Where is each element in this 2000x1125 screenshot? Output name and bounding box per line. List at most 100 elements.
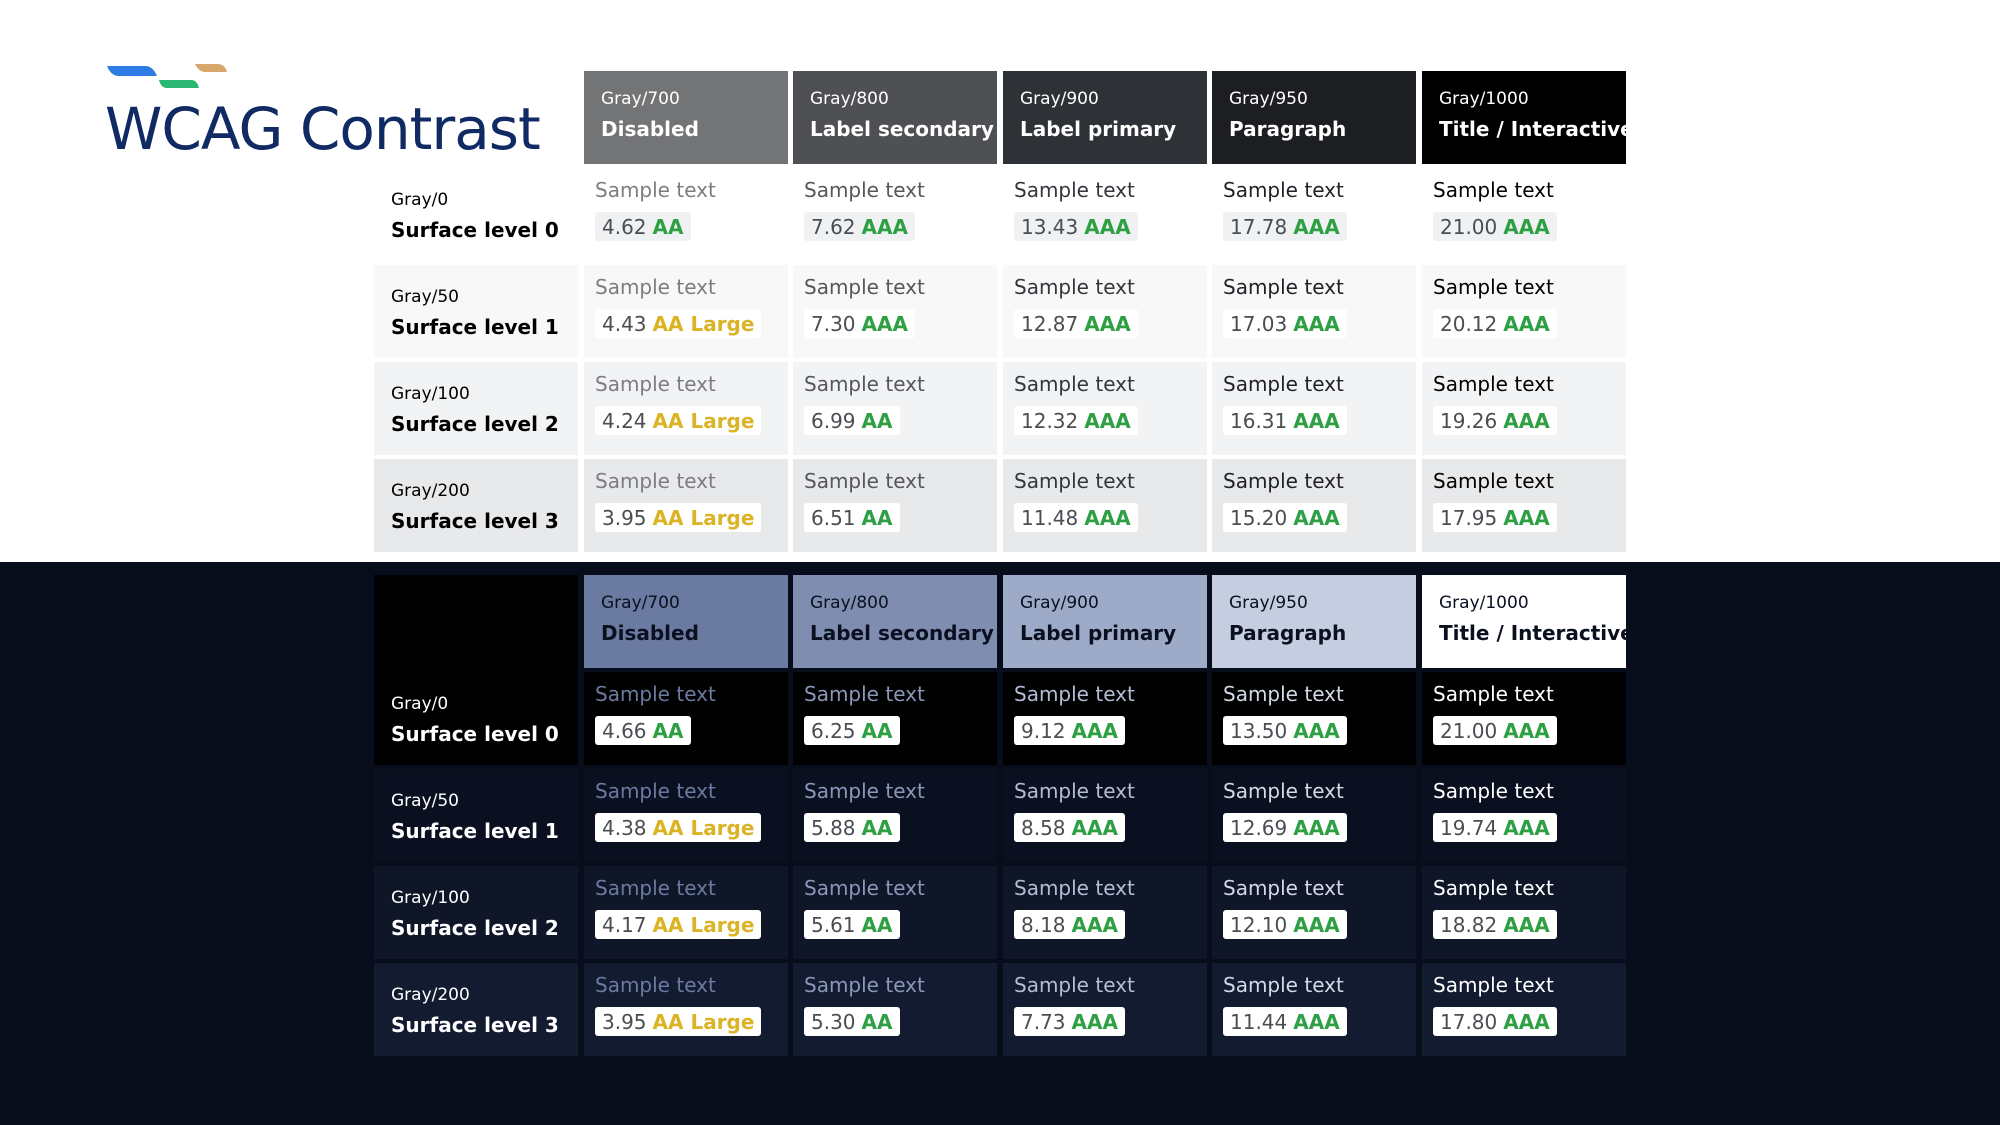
wcag-rating: AAA <box>1293 215 1340 239</box>
contrast-badge: 4.38 AA Large <box>595 813 762 842</box>
sample-text: Sample text <box>595 178 716 202</box>
sample-text: Sample text <box>804 876 925 900</box>
contrast-cell: Sample text 3.95 AA Large <box>584 459 788 552</box>
dark-header-corner <box>374 575 578 672</box>
contrast-cell: Sample text 6.99 AA <box>793 362 997 455</box>
contrast-cell: Sample text 17.80 AAA <box>1422 963 1626 1056</box>
contrast-badge: 4.17 AA Large <box>595 910 762 939</box>
contrast-badge: 4.43 AA Large <box>595 309 762 338</box>
sample-text: Sample text <box>1014 779 1135 803</box>
wcag-rating: AA <box>652 215 684 239</box>
contrast-badge: 18.82 AAA <box>1433 910 1557 939</box>
sample-text: Sample text <box>1223 178 1344 202</box>
sample-text: Sample text <box>1223 779 1344 803</box>
contrast-ratio: 7.30 <box>811 312 856 336</box>
contrast-badge: 19.74 AAA <box>1433 813 1557 842</box>
wcag-rating: AAA <box>1293 409 1340 433</box>
wcag-rating: AA <box>652 719 684 743</box>
contrast-badge: 21.00 AAA <box>1433 212 1557 241</box>
contrast-ratio: 16.31 <box>1230 409 1288 433</box>
contrast-ratio: 11.44 <box>1230 1010 1288 1034</box>
wcag-rating: AAA <box>1503 409 1550 433</box>
row-color-code: Gray/0 <box>391 190 449 210</box>
column-color-code: Gray/900 <box>1020 89 1099 109</box>
wcag-rating: AAA <box>861 312 908 336</box>
wcag-rating: AAA <box>1071 1010 1118 1034</box>
column-role-label: Title / Interactive <box>1439 621 1634 645</box>
column-color-code: Gray/800 <box>810 593 889 613</box>
wcag-rating: AAA <box>1293 816 1340 840</box>
contrast-ratio: 4.66 <box>602 719 647 743</box>
sample-text: Sample text <box>1014 469 1135 493</box>
row-surface-label: Surface level 2 <box>391 916 559 940</box>
column-color-code: Gray/900 <box>1020 593 1099 613</box>
contrast-cell: Sample text 3.95 AA Large <box>584 963 788 1056</box>
contrast-cell: Sample text 17.95 AAA <box>1422 459 1626 552</box>
contrast-cell: Sample text 16.31 AAA <box>1212 362 1416 455</box>
column-header: Gray/950 Paragraph <box>1212 71 1416 164</box>
contrast-ratio: 4.43 <box>602 312 647 336</box>
contrast-ratio: 4.24 <box>602 409 647 433</box>
contrast-ratio: 4.17 <box>602 913 647 937</box>
row-header: Gray/0 Surface level 0 <box>374 672 578 765</box>
column-role-label: Label primary <box>1020 621 1177 645</box>
column-role-label: Label secondary <box>810 117 994 141</box>
contrast-cell: Sample text 20.12 AAA <box>1422 265 1626 358</box>
contrast-badge: 17.95 AAA <box>1433 503 1557 532</box>
contrast-cell: Sample text 7.73 AAA <box>1003 963 1207 1056</box>
contrast-badge: 4.62 AA <box>595 212 691 241</box>
contrast-cell: Sample text 18.82 AAA <box>1422 866 1626 959</box>
contrast-ratio: 5.88 <box>811 816 856 840</box>
row-surface-label: Surface level 2 <box>391 412 559 436</box>
contrast-badge: 8.18 AAA <box>1014 910 1125 939</box>
sample-text: Sample text <box>595 973 716 997</box>
row-surface-label: Surface level 1 <box>391 819 559 843</box>
column-header: Gray/1000 Title / Interactive <box>1422 71 1634 164</box>
contrast-cell: Sample text 7.62 AAA <box>793 168 997 261</box>
sample-text: Sample text <box>1014 682 1135 706</box>
contrast-ratio: 5.30 <box>811 1010 856 1034</box>
column-role-label: Disabled <box>601 621 699 645</box>
contrast-cell: Sample text 12.10 AAA <box>1212 866 1416 959</box>
contrast-ratio: 5.61 <box>811 913 856 937</box>
column-header: Gray/800 Label secondary <box>793 575 997 668</box>
sample-text: Sample text <box>1433 469 1554 493</box>
contrast-badge: 21.00 AAA <box>1433 716 1557 745</box>
contrast-badge: 12.69 AAA <box>1223 813 1347 842</box>
wcag-rating: AAA <box>1084 312 1131 336</box>
wcag-rating: AA Large <box>652 1010 755 1034</box>
contrast-cell: Sample text 5.61 AA <box>793 866 997 959</box>
contrast-badge: 4.24 AA Large <box>595 406 762 435</box>
wcag-rating: AA <box>861 816 893 840</box>
sample-text: Sample text <box>1433 275 1554 299</box>
sample-text: Sample text <box>804 779 925 803</box>
wcag-rating: AA Large <box>652 816 755 840</box>
contrast-ratio: 6.51 <box>811 506 856 530</box>
contrast-ratio: 15.20 <box>1230 506 1288 530</box>
wcag-rating: AAA <box>861 215 908 239</box>
contrast-badge: 13.43 AAA <box>1014 212 1138 241</box>
contrast-cell: Sample text 9.12 AAA <box>1003 672 1207 765</box>
wcag-rating: AAA <box>1293 913 1340 937</box>
sample-text: Sample text <box>595 469 716 493</box>
contrast-ratio: 12.10 <box>1230 913 1288 937</box>
row-surface-label: Surface level 0 <box>391 722 559 746</box>
contrast-cell: Sample text 17.78 AAA <box>1212 168 1416 261</box>
contrast-cell: Sample text 6.51 AA <box>793 459 997 552</box>
sample-text: Sample text <box>1014 372 1135 396</box>
column-header: Gray/800 Label secondary <box>793 71 997 164</box>
contrast-ratio: 21.00 <box>1440 215 1498 239</box>
contrast-ratio: 13.50 <box>1230 719 1288 743</box>
wcag-rating: AAA <box>1071 816 1118 840</box>
wcag-rating: AAA <box>1071 913 1118 937</box>
contrast-cell: Sample text 4.66 AA <box>584 672 788 765</box>
sample-text: Sample text <box>1014 973 1135 997</box>
contrast-badge: 12.32 AAA <box>1014 406 1138 435</box>
sample-text: Sample text <box>595 779 716 803</box>
contrast-badge: 9.12 AAA <box>1014 716 1125 745</box>
contrast-cell: Sample text 5.30 AA <box>793 963 997 1056</box>
wcag-rating: AA <box>861 506 893 530</box>
sample-text: Sample text <box>595 876 716 900</box>
sample-text: Sample text <box>1014 275 1135 299</box>
wcag-rating: AA Large <box>652 312 755 336</box>
